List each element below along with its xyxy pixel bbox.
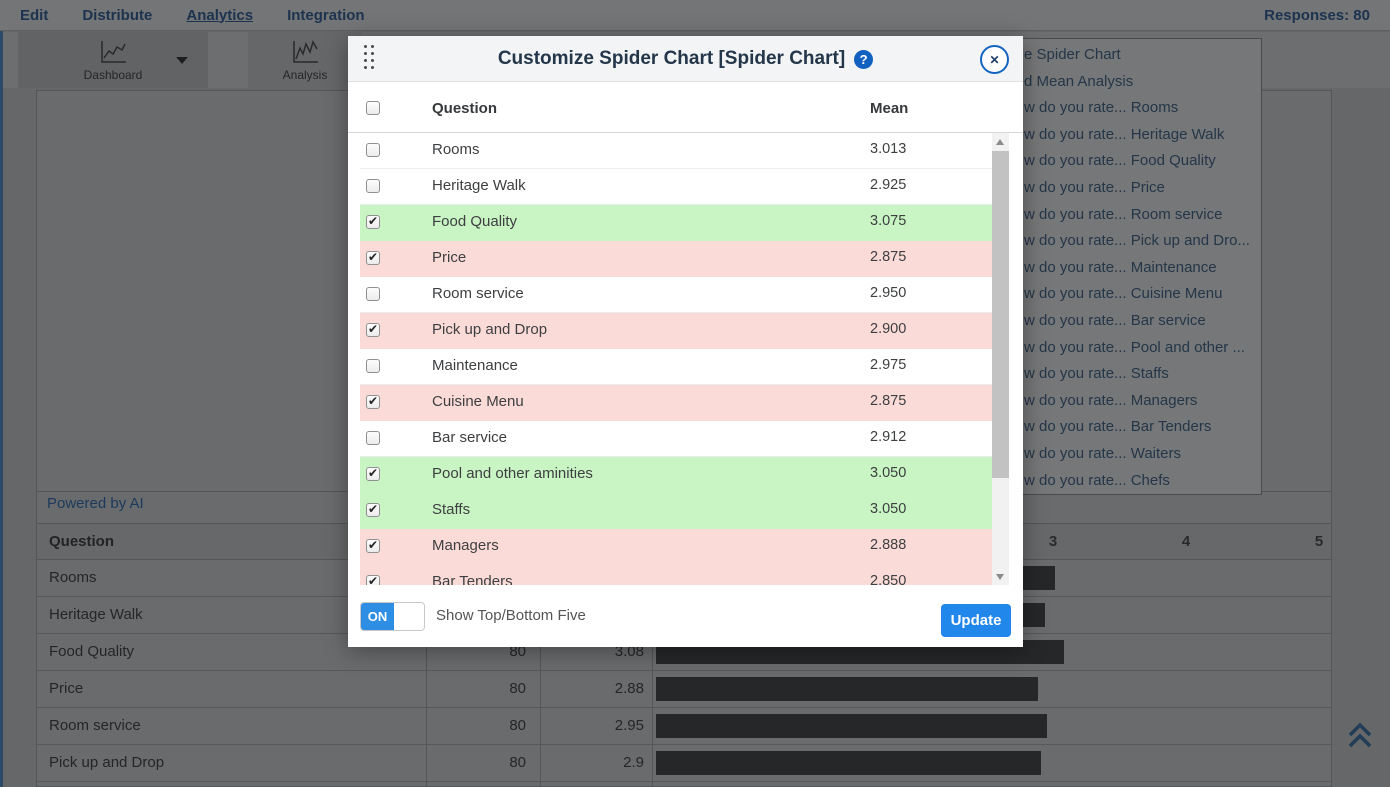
row-mean-value: 2.900 (870, 321, 907, 337)
select-all-checkbox[interactable] (366, 101, 380, 115)
row-mean-value: 2.950 (870, 285, 907, 301)
row-question-label: Pick up and Drop (432, 321, 548, 338)
modal-question-row: Maintenance 2.975 (360, 349, 992, 385)
row-question-label: Food Quality (432, 213, 518, 230)
row-mean-value: 2.888 (870, 537, 907, 553)
row-checkbox[interactable] (366, 287, 380, 301)
help-icon[interactable]: ? (854, 49, 874, 69)
modal-title: Customize Spider Chart [Spider Chart] ? (348, 36, 1023, 82)
drag-handle-icon[interactable] (364, 45, 375, 70)
row-question-label: Staffs (432, 501, 471, 518)
modal-header: Customize Spider Chart [Spider Chart] ? … (348, 36, 1023, 82)
row-mean-value: 2.912 (870, 429, 907, 445)
row-mean-value: 2.925 (870, 177, 907, 193)
row-question-label: Room service (432, 285, 524, 302)
close-icon[interactable]: ✕ (980, 45, 1009, 74)
modal-question-row: Bar Tenders 2.850 (360, 565, 992, 585)
scrollbar-thumb[interactable] (992, 151, 1009, 478)
row-question-label: Bar service (432, 429, 508, 446)
modal-question-row: Room service 2.950 (360, 277, 992, 313)
modal-question-row: Staffs 3.050 (360, 493, 992, 529)
modal-table-header: Question Mean (348, 82, 1023, 133)
row-mean-value: 2.875 (870, 249, 907, 265)
row-mean-value: 3.050 (870, 465, 907, 481)
row-mean-value: 3.075 (870, 213, 907, 229)
row-question-label: Cuisine Menu (432, 393, 524, 410)
row-question-label: Price (432, 249, 467, 266)
row-checkbox[interactable] (366, 431, 380, 445)
list-scrollbar[interactable] (992, 133, 1009, 585)
modal-mean-header: Mean (870, 100, 909, 117)
modal-question-row: Rooms 3.013 (360, 133, 992, 169)
row-mean-value: 3.013 (870, 141, 907, 157)
modal-question-row: Cuisine Menu 2.875 (360, 385, 992, 421)
scrollbar-down-button[interactable] (992, 568, 1009, 585)
modal-question-row: Pick up and Drop 2.900 (360, 313, 992, 349)
modal-question-row: Managers 2.888 (360, 529, 992, 565)
update-button[interactable]: Update (941, 604, 1011, 637)
modal-footer: ON Show Top/Bottom Five Update (348, 585, 1023, 647)
scrollbar-up-button[interactable] (992, 133, 1009, 150)
toggle-on-label: ON (361, 603, 394, 630)
modal-question-row: Heritage Walk 2.925 (360, 169, 992, 205)
show-top-bottom-toggle[interactable]: ON (360, 602, 425, 631)
row-checkbox[interactable] (366, 179, 380, 193)
modal-question-header: Question (432, 100, 498, 117)
row-question-label: Rooms (432, 141, 480, 158)
row-checkbox[interactable] (366, 215, 380, 229)
row-question-label: Heritage Walk (432, 177, 526, 194)
row-checkbox[interactable] (366, 251, 380, 265)
modal-question-list: Rooms 3.013 Heritage Walk 2.925 Food Qua… (348, 133, 1023, 585)
row-question-label: Pool and other aminities (432, 465, 593, 482)
row-checkbox[interactable] (366, 323, 380, 337)
row-checkbox[interactable] (366, 575, 380, 585)
row-question-label: Maintenance (432, 357, 518, 374)
customize-spider-chart-modal: Customize Spider Chart [Spider Chart] ? … (348, 36, 1023, 647)
row-checkbox[interactable] (366, 467, 380, 481)
row-question-label: Managers (432, 537, 499, 554)
row-question-label: Bar Tenders (432, 573, 513, 585)
toggle-description: Show Top/Bottom Five (436, 607, 586, 624)
row-checkbox[interactable] (366, 359, 380, 373)
modal-question-row: Food Quality 3.075 (360, 205, 992, 241)
modal-question-row: Price 2.875 (360, 241, 992, 277)
row-checkbox[interactable] (366, 503, 380, 517)
row-checkbox[interactable] (366, 539, 380, 553)
row-checkbox[interactable] (366, 395, 380, 409)
row-mean-value: 2.975 (870, 357, 907, 373)
row-checkbox[interactable] (366, 143, 380, 157)
row-mean-value: 3.050 (870, 501, 907, 517)
modal-question-row: Pool and other aminities 3.050 (360, 457, 992, 493)
toggle-knob (394, 603, 424, 630)
row-mean-value: 2.850 (870, 573, 907, 585)
row-mean-value: 2.875 (870, 393, 907, 409)
modal-question-row: Bar service 2.912 (360, 421, 992, 457)
